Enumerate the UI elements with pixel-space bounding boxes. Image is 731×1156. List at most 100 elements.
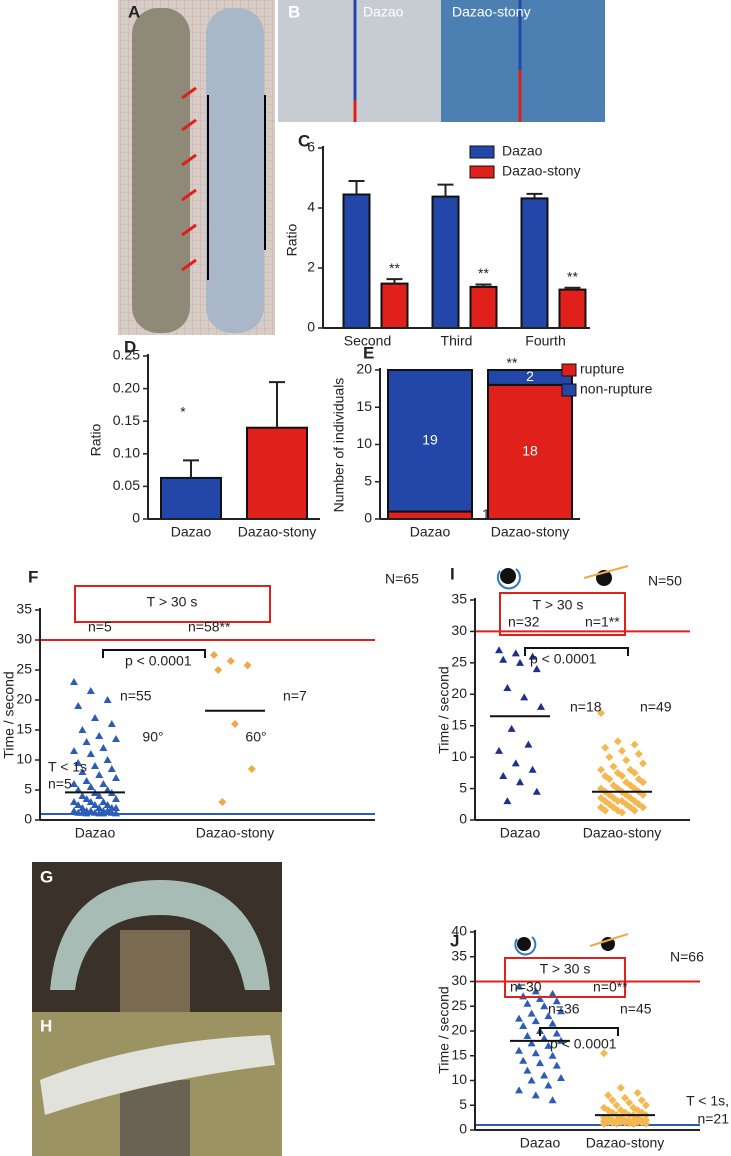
y-tick-label: 0.15: [113, 412, 140, 428]
point: [532, 787, 541, 795]
point: [91, 762, 99, 769]
point: [613, 797, 622, 806]
legend-swatch: [469, 145, 495, 159]
y-tick-label: 0: [24, 811, 32, 827]
point: [552, 1029, 561, 1037]
point: [633, 1088, 642, 1097]
y-tick-label: 10: [16, 751, 32, 767]
point: [503, 797, 512, 805]
point: [548, 989, 557, 997]
point: [630, 806, 639, 815]
point: [605, 753, 614, 762]
error-bar: [183, 459, 199, 478]
point: [515, 1086, 523, 1094]
y-tick-label: 20: [16, 691, 32, 707]
annotation: n=18: [570, 699, 602, 715]
point: [625, 1098, 634, 1107]
point: [70, 798, 78, 805]
point: [536, 994, 544, 1002]
y-tick-label: 0.25: [113, 347, 140, 363]
point: [629, 1120, 638, 1129]
point: [616, 1083, 625, 1092]
x-tick-label: Dazao: [410, 524, 451, 540]
legend-label: Dazao: [502, 143, 543, 159]
y-tick-label: 10: [451, 1071, 467, 1087]
point: [639, 759, 647, 768]
legend-label: Dazao-stony: [502, 163, 581, 179]
annotation: 60°: [245, 729, 266, 745]
point: [532, 665, 541, 673]
point: [642, 1101, 650, 1110]
y-tick-label: 2: [307, 259, 315, 275]
point: [622, 756, 631, 765]
point: [557, 1074, 565, 1082]
point: [74, 801, 83, 808]
bar-segment: [487, 383, 573, 520]
point: [95, 771, 104, 778]
point: [515, 1014, 523, 1022]
bar: [558, 288, 587, 330]
annotation: n=5: [88, 619, 112, 635]
y-tick-label: 10: [356, 435, 372, 451]
annotation: n=58**: [188, 619, 231, 635]
point: [618, 746, 626, 755]
annotation: n=30: [510, 979, 542, 995]
value-label: 19: [422, 431, 438, 447]
point: [78, 804, 87, 811]
annotation: p < 0.0001: [125, 653, 192, 669]
y-tick-label: 6: [307, 139, 315, 155]
point: [523, 1031, 532, 1039]
x-tick-label: Dazao-stony: [586, 1135, 665, 1151]
point: [511, 649, 520, 657]
y-tick-label: 25: [451, 997, 467, 1013]
point: [107, 765, 116, 772]
point: [597, 765, 605, 774]
annotation: n=0**: [593, 979, 628, 995]
bar: [520, 197, 549, 329]
annotation: n=1**: [585, 614, 620, 630]
photo-label: Dazao-stony: [452, 4, 531, 20]
point: [524, 740, 533, 748]
error-bar: [437, 183, 454, 197]
y-tick-label: 0: [307, 319, 315, 335]
x-tick-label: Dazao-stony: [583, 825, 662, 841]
point: [91, 714, 99, 721]
y-tick-label: 0.10: [113, 445, 140, 461]
y-axis-label: Ratio: [284, 223, 300, 256]
point: [70, 747, 78, 754]
panel-label: F: [28, 567, 38, 586]
x-tick-label: Dazao-stony: [491, 524, 570, 540]
y-tick-label: 30: [16, 631, 32, 647]
point: [70, 678, 78, 685]
x-tick-label: Dazao-stony: [238, 524, 317, 540]
annotation: T > 30 s: [533, 597, 584, 613]
legend-swatch: [561, 363, 577, 377]
annotation: **: [567, 269, 578, 285]
point: [495, 746, 503, 754]
y-tick-label: 35: [16, 601, 32, 617]
photo-label: Dazao: [363, 4, 404, 20]
point: [639, 778, 647, 787]
point: [78, 792, 87, 799]
point: [630, 740, 639, 749]
annotation: N=50: [648, 573, 682, 589]
point: [527, 1039, 536, 1047]
point: [74, 702, 83, 709]
point: [99, 780, 108, 787]
annotation: n=21: [697, 1111, 729, 1127]
panel-label: B: [288, 2, 300, 21]
y-tick-label: 30: [451, 972, 467, 988]
point: [231, 720, 239, 728]
point: [557, 1007, 565, 1015]
annotation: 90°: [142, 729, 163, 745]
y-tick-label: 25: [16, 661, 32, 677]
legend-swatch: [469, 165, 495, 179]
point: [540, 1071, 549, 1079]
annotation: **: [507, 355, 518, 371]
annotation: T > 30 s: [147, 594, 198, 610]
threshold-box: [499, 592, 626, 636]
x-tick-label: Dazao: [75, 825, 116, 841]
annotation: p < 0.0001: [530, 651, 597, 667]
y-tick-label: 0: [132, 510, 140, 526]
y-tick-label: 15: [16, 721, 32, 737]
